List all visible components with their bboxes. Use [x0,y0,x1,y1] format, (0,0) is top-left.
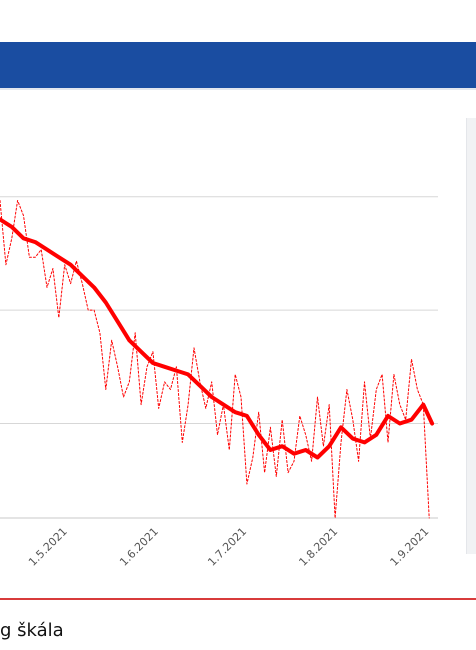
chart-bottom-rule [0,598,476,600]
header-band [0,42,476,88]
side-panel [466,118,476,554]
scale-caption: g škála [0,620,64,641]
x-tick-label-4: 1.8.2021 [296,525,340,569]
x-tick-label-3: 1.7.2021 [205,525,249,569]
chart-area [0,92,476,600]
x-tick-label-1: 1.5.2021 [26,525,70,569]
x-tick-label-5: 1.9.2021 [388,525,432,569]
series-line-average [0,217,435,460]
line-chart: 1.5.2021 1.6.2021 1.7.2021 1.8.2021 1.9.2021 [0,196,438,569]
x-tick-label-2: 1.6.2021 [117,525,161,569]
series-line-daily [0,200,430,519]
header-divider [0,88,476,90]
